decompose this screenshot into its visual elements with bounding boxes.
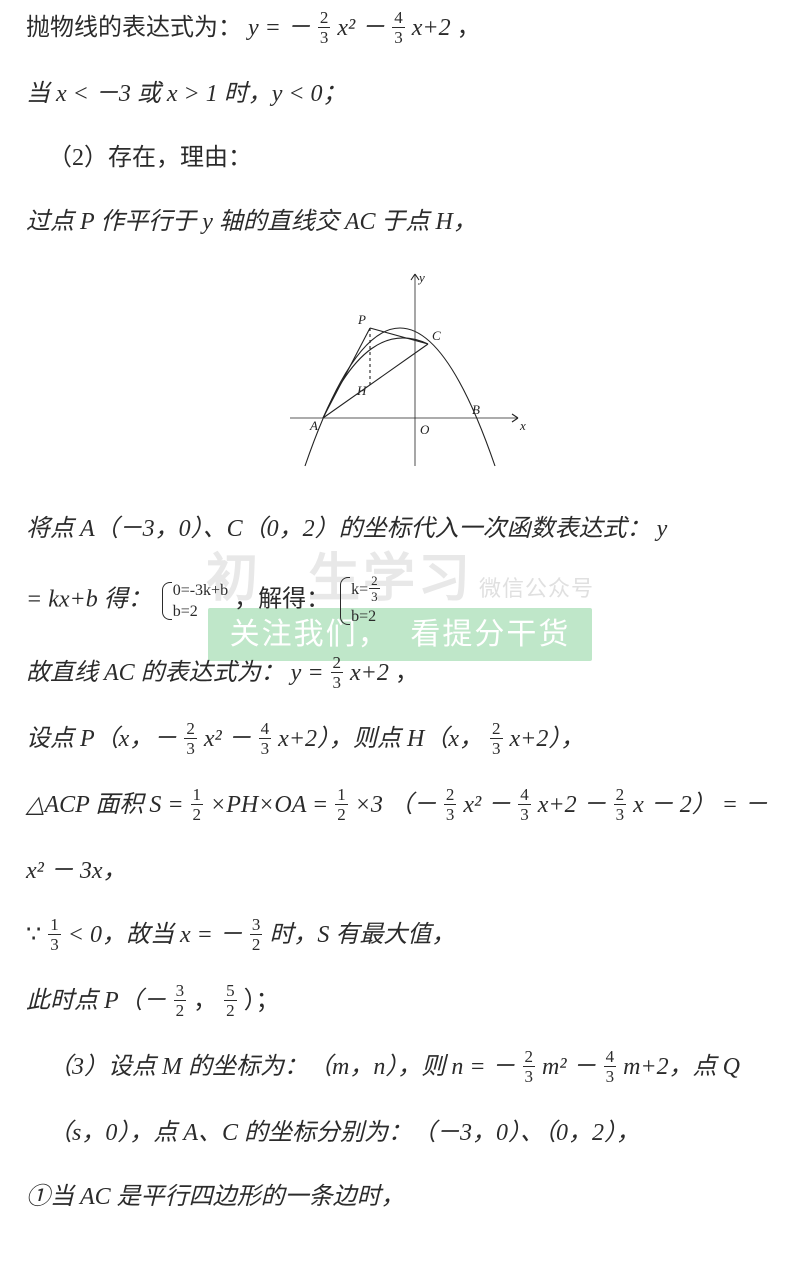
document-body: 抛物线的表达式为： y = － 23 x² － 43 x+2 ， 当 x < －… <box>26 10 774 1215</box>
line-8: 设点 P（x，－ 23 x² － 43 x+2），则点 H（x， 23 x+2）… <box>26 721 774 759</box>
line-14: （s，0），点 A、C 的坐标分别为：（－3，0）、（0，2）， <box>26 1115 774 1151</box>
line-5: 将点 A（－3，0）、C（0，2）的坐标代入一次函数表达式： y <box>26 511 774 547</box>
svg-text:x: x <box>519 418 526 433</box>
svg-text:A: A <box>309 418 318 433</box>
line-6: = kx+b 得： 0=-3k+b b=2 ，解得： k=23 b=2 <box>26 575 774 627</box>
line-15: ①当 AC 是平行四边形的一条边时， <box>26 1179 774 1215</box>
line-2: 当 x < －3 或 x > 1 时，y < 0； <box>26 76 774 112</box>
svg-text:B: B <box>472 402 480 417</box>
frac-4-3: 43 <box>392 9 405 46</box>
line-10: x² － 3x， <box>26 853 774 889</box>
frac-2-3: 23 <box>318 9 331 46</box>
parabola-figure: y x O A B C P H <box>26 268 774 479</box>
line-11: ∵ 13 < 0，故当 x = － 32 时，S 有最大值， <box>26 917 774 955</box>
svg-text:H: H <box>356 383 367 398</box>
line-13: （3）设点 M 的坐标为：（m，n），则 n = － 23 m² － 43 m+… <box>26 1049 774 1087</box>
parabola-svg: y x O A B C P H <box>270 268 530 468</box>
svg-text:C: C <box>432 328 441 343</box>
line-12: 此时点 P（－ 32 ， 52 ）； <box>26 983 774 1021</box>
svg-text:O: O <box>420 422 430 437</box>
line-9: △ACP 面积 S = 12 ×PH×OA = 12 ×3 （－ 23 x² －… <box>26 787 774 825</box>
svg-text:y: y <box>417 270 425 285</box>
line-1: 抛物线的表达式为： y = － 23 x² － 43 x+2 ， <box>26 10 774 48</box>
system-1: 0=-3k+b b=2 <box>158 580 228 622</box>
line-3: （2）存在，理由： <box>26 140 774 176</box>
line-7: 故直线 AC 的表达式为： y = 23 x+2 ， <box>26 655 774 693</box>
system-2: k=23 b=2 <box>336 575 381 627</box>
line-4: 过点 P 作平行于 y 轴的直线交 AC 于点 H， <box>26 204 774 240</box>
svg-text:P: P <box>357 312 366 327</box>
